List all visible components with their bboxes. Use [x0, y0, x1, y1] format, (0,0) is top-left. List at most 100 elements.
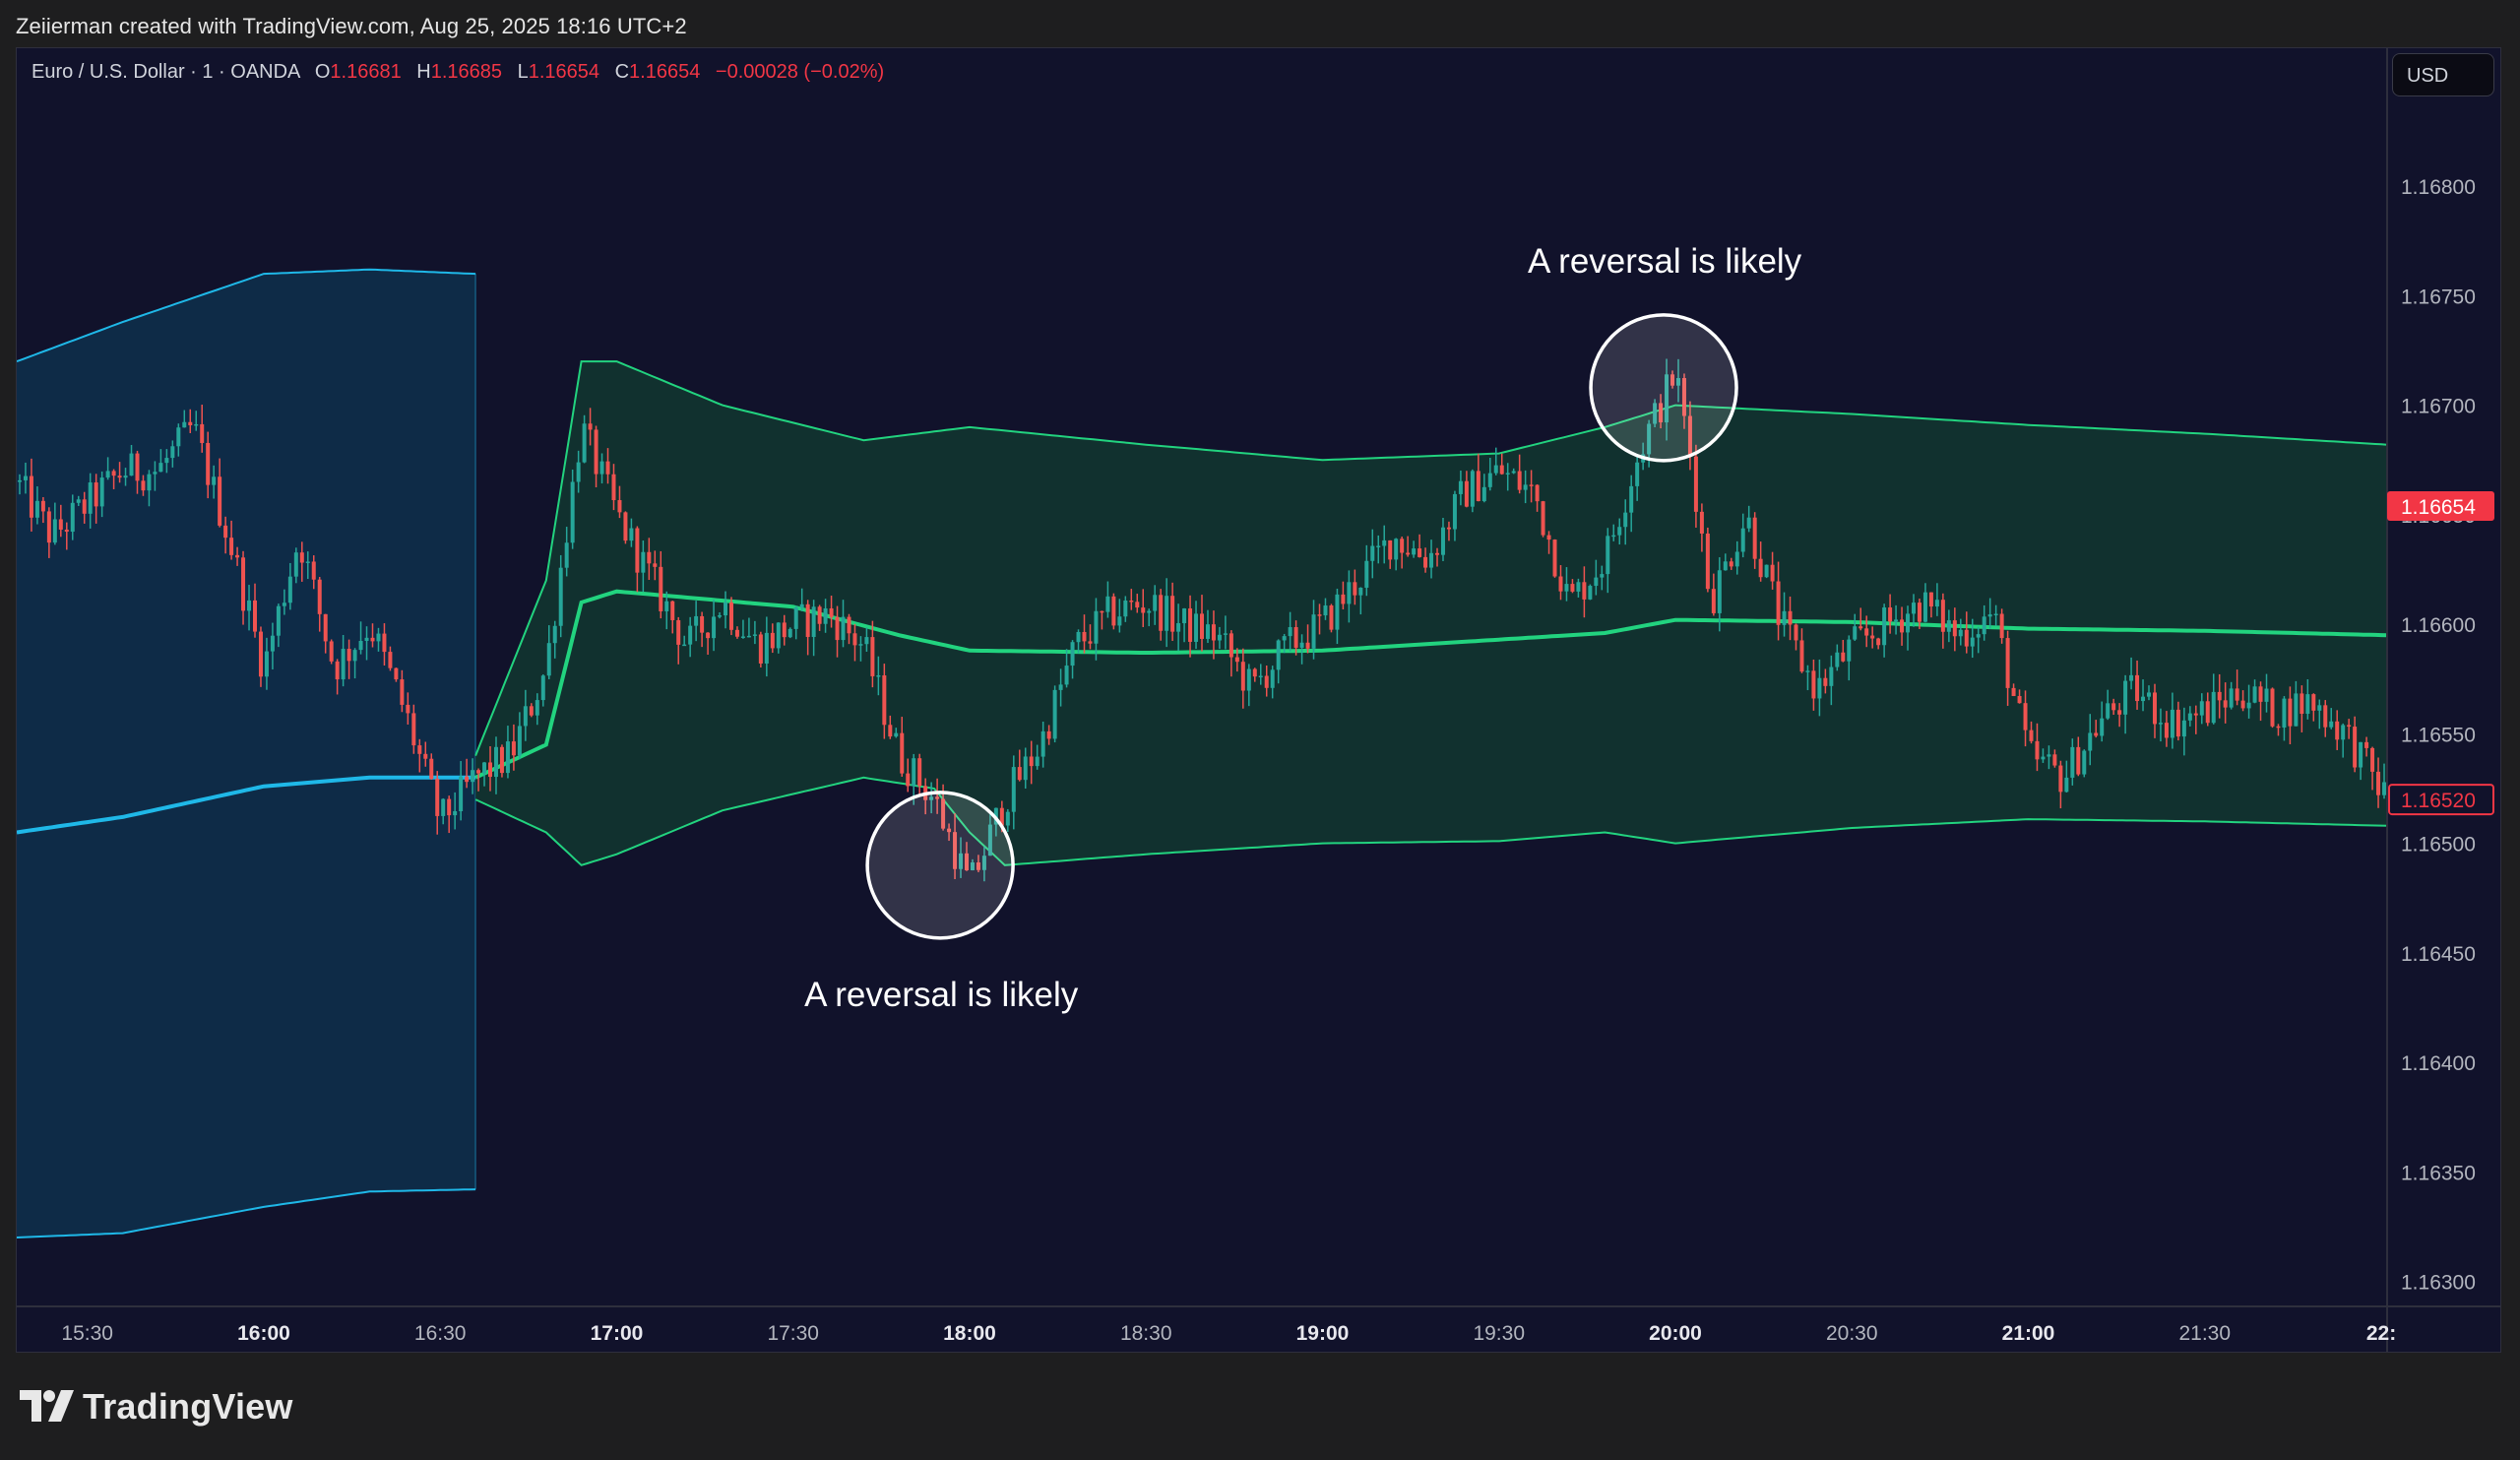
candle-body: [1546, 535, 1551, 540]
tradingview-logo-text[interactable]: TradingView: [83, 1386, 293, 1427]
candle-body: [511, 741, 516, 756]
candle-body: [264, 651, 269, 677]
candle-body: [1999, 613, 2004, 639]
band-0-upper-line: [17, 268, 476, 363]
candle-body: [1794, 624, 1798, 641]
candle-body: [1341, 594, 1346, 604]
candle-body: [2082, 750, 2087, 775]
candle-body: [588, 423, 593, 430]
candle-body: [1928, 592, 1933, 607]
candle-body: [23, 476, 28, 480]
candle-body: [1182, 608, 1187, 624]
candle-body: [2329, 721, 2334, 728]
candle-body: [888, 725, 893, 737]
candle-body: [194, 423, 199, 426]
candle-body: [1946, 620, 1951, 632]
candle-body: [411, 713, 416, 746]
candle-body: [200, 423, 205, 443]
candle-body: [1418, 548, 1422, 557]
price-tick-label: 1.16700: [2401, 396, 2476, 418]
candle-body: [1264, 675, 1269, 688]
candle-body: [64, 529, 69, 533]
candle-body: [370, 637, 375, 642]
candle-body: [311, 561, 316, 580]
candle-body: [2164, 723, 2169, 738]
chart-canvas[interactable]: 1.168001.167501.167001.166501.166001.165…: [0, 0, 2520, 1355]
time-tick-label: 19:00: [1296, 1322, 1350, 1345]
candle-body: [1829, 667, 1834, 686]
candle-body: [858, 644, 863, 646]
price-axis[interactable]: 1.168001.167501.167001.166501.166001.165…: [2401, 176, 2476, 1294]
candle-body: [1446, 527, 1451, 530]
candle-body: [2052, 754, 2057, 766]
candle-body: [1729, 561, 1733, 567]
candle-body: [987, 824, 992, 857]
candle-body: [1005, 811, 1010, 826]
candle-body: [1017, 767, 1022, 781]
candle-body: [1335, 594, 1340, 630]
currency-button[interactable]: USD: [2392, 53, 2494, 96]
candle-body: [2100, 718, 2105, 736]
candle-body: [105, 471, 110, 478]
chart-legend: Euro / U.S. Dollar · 1 · OANDA O1.16681 …: [32, 61, 884, 84]
candle-body: [1594, 577, 1599, 587]
candle-body: [688, 625, 693, 645]
candle-body: [1129, 601, 1134, 603]
candle-body: [2147, 692, 2152, 697]
candle-body: [1564, 584, 1569, 592]
candle-body: [817, 606, 822, 624]
price-tick-label: 1.16750: [2401, 286, 2476, 308]
candle-body: [429, 758, 434, 780]
candle-body: [623, 512, 628, 541]
candle-body: [1894, 619, 1899, 622]
candle-body: [2246, 702, 2251, 709]
candle-body: [1681, 378, 1686, 416]
candle-body: [2041, 756, 2046, 760]
candle-body: [252, 600, 257, 632]
candle-body: [599, 461, 604, 475]
candle-body: [1940, 600, 1945, 632]
footer: [0, 1355, 2520, 1460]
candle-body: [2106, 703, 2110, 719]
candle-body: [1147, 610, 1152, 613]
candle-body: [2158, 723, 2163, 725]
candle-body: [2129, 674, 2134, 681]
candle-body: [1487, 473, 1492, 487]
time-tick-label: 15:30: [61, 1322, 113, 1345]
candle-body: [447, 798, 452, 816]
candle-body: [117, 476, 122, 478]
tradingview-logo-icon[interactable]: [20, 1390, 75, 1422]
price-tick-label: 1.16400: [2401, 1052, 2476, 1075]
candle-body: [1423, 556, 1428, 568]
candle-body: [1435, 552, 1440, 555]
candle-body: [900, 732, 905, 774]
candle-body: [17, 479, 22, 482]
candle-body: [558, 567, 563, 626]
candle-body: [188, 421, 193, 425]
candle-body: [88, 482, 93, 514]
candle-body: [1788, 610, 1793, 625]
candle-body: [694, 615, 699, 626]
candle-body: [782, 622, 787, 638]
candle-body: [1776, 581, 1781, 625]
candle-body: [1734, 551, 1739, 567]
candle-body: [206, 442, 211, 485]
candle-body: [1353, 582, 1357, 596]
candle-body: [617, 500, 622, 513]
candle-body: [1740, 528, 1745, 552]
candle-body: [153, 472, 158, 475]
candle-body: [1523, 484, 1528, 490]
candle-body: [293, 552, 298, 577]
candle-body: [1270, 669, 1275, 688]
time-axis[interactable]: 15:30 16:00 16:30 17:00 17:30 18:00 18:30 19:00…: [61, 1322, 2396, 1345]
candle-body: [94, 482, 98, 507]
candle-body: [218, 476, 222, 526]
candle-body: [564, 542, 569, 568]
time-tick-label: 22:: [2366, 1322, 2396, 1345]
candle-body: [2235, 688, 2239, 701]
candle-body: [2347, 725, 2352, 728]
candle-body: [46, 511, 51, 543]
candle-body: [953, 832, 958, 869]
candle-body: [1558, 576, 1563, 592]
symbol-label[interactable]: Euro / U.S. Dollar · 1 · OANDA: [32, 61, 300, 83]
